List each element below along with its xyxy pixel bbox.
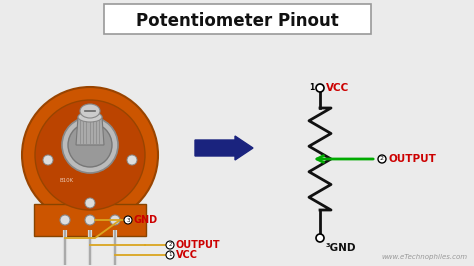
- Polygon shape: [76, 117, 104, 145]
- FancyArrow shape: [195, 136, 253, 160]
- Circle shape: [60, 215, 70, 225]
- Text: www.eTechnophiles.com: www.eTechnophiles.com: [382, 254, 468, 260]
- Circle shape: [378, 155, 386, 163]
- Text: 2: 2: [168, 243, 172, 247]
- Circle shape: [62, 117, 118, 173]
- Text: B10K: B10K: [60, 177, 74, 182]
- Text: VCC: VCC: [326, 83, 349, 93]
- Circle shape: [127, 155, 137, 165]
- Text: ³GND: ³GND: [326, 243, 356, 253]
- Text: GND: GND: [134, 215, 158, 225]
- Circle shape: [166, 241, 174, 249]
- Text: Potentiometer Pinout: Potentiometer Pinout: [136, 12, 338, 30]
- Text: 1: 1: [309, 84, 314, 93]
- Circle shape: [316, 234, 324, 242]
- FancyBboxPatch shape: [104, 4, 371, 34]
- Circle shape: [43, 155, 53, 165]
- Ellipse shape: [80, 104, 100, 118]
- Text: 3: 3: [126, 218, 130, 222]
- Circle shape: [316, 84, 324, 92]
- Text: OUTPUT: OUTPUT: [176, 240, 220, 250]
- Circle shape: [166, 251, 174, 259]
- Circle shape: [22, 87, 158, 223]
- FancyBboxPatch shape: [34, 204, 146, 236]
- Text: OUTPUT: OUTPUT: [389, 154, 437, 164]
- Circle shape: [68, 123, 112, 167]
- Circle shape: [124, 216, 132, 224]
- Circle shape: [85, 198, 95, 208]
- Text: VCC: VCC: [176, 250, 198, 260]
- Text: 2: 2: [380, 156, 384, 161]
- Circle shape: [85, 215, 95, 225]
- Ellipse shape: [78, 112, 102, 122]
- Circle shape: [110, 215, 120, 225]
- Circle shape: [35, 100, 145, 210]
- Text: 1: 1: [168, 252, 172, 257]
